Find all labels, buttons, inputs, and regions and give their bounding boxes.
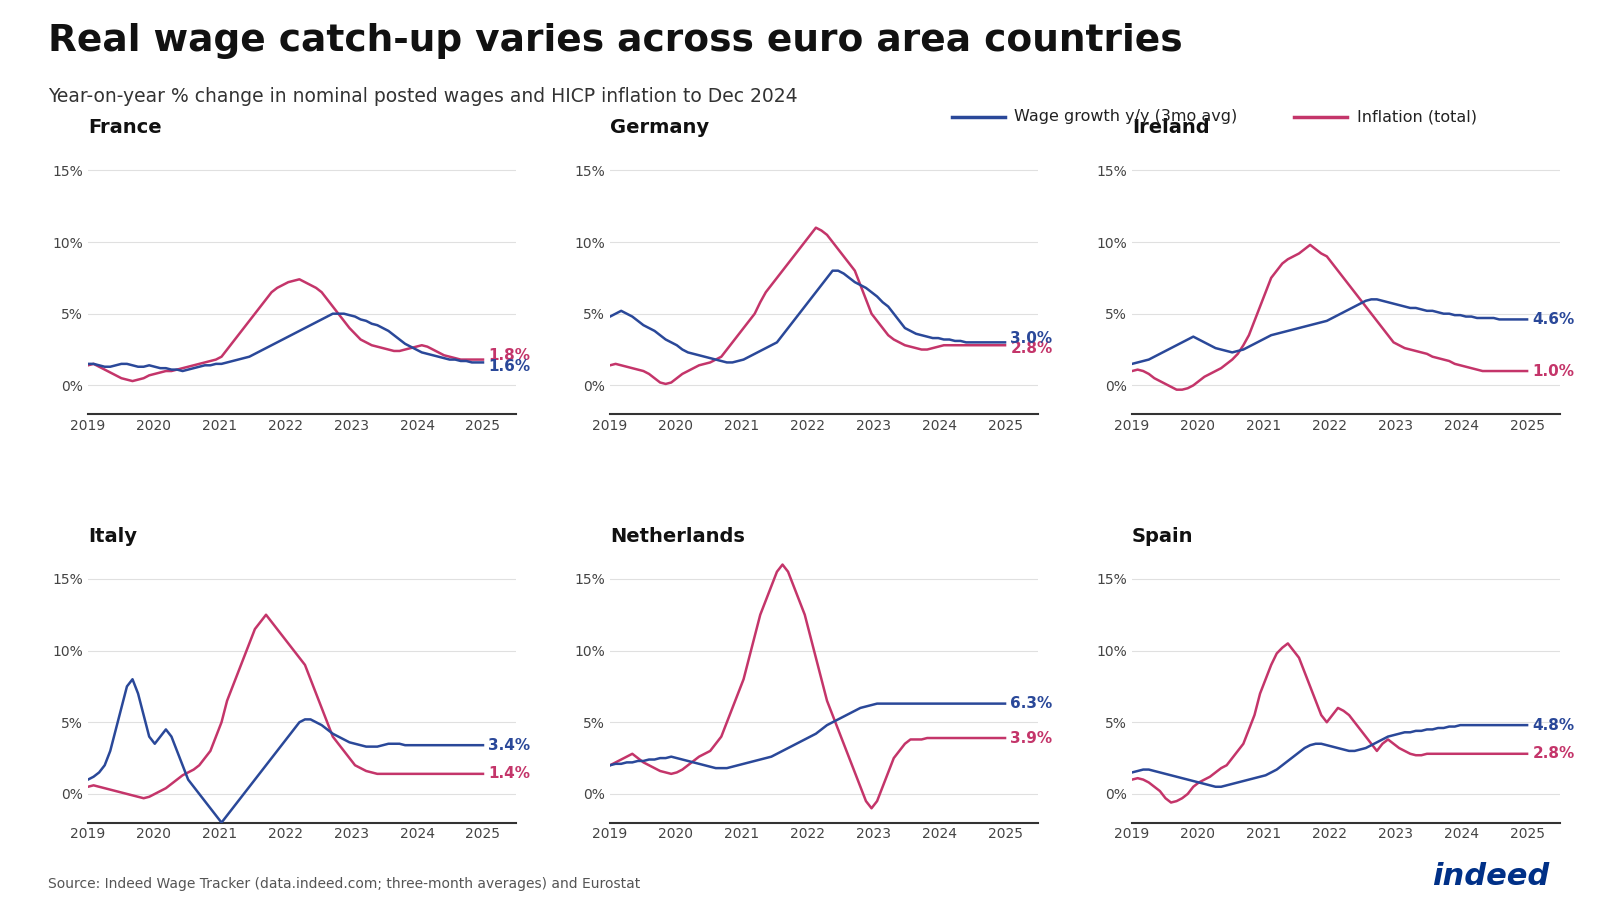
Text: Spain: Spain [1133, 526, 1194, 546]
Text: France: France [88, 118, 162, 137]
Text: 2.8%: 2.8% [1010, 341, 1053, 356]
Text: 4.6%: 4.6% [1533, 312, 1574, 327]
Text: Germany: Germany [610, 118, 709, 137]
Text: Year-on-year % change in nominal posted wages and HICP inflation to Dec 2024: Year-on-year % change in nominal posted … [48, 87, 798, 106]
Text: 1.6%: 1.6% [488, 358, 530, 374]
Text: 1.8%: 1.8% [488, 348, 530, 364]
Text: Real wage catch-up varies across euro area countries: Real wage catch-up varies across euro ar… [48, 23, 1182, 58]
Text: 3.9%: 3.9% [1010, 730, 1053, 746]
Text: 6.3%: 6.3% [1010, 696, 1053, 711]
Text: 3.4%: 3.4% [488, 738, 530, 753]
Text: Wage growth y/y (3mo avg): Wage growth y/y (3mo avg) [1014, 110, 1238, 124]
Text: Italy: Italy [88, 526, 138, 546]
Text: 4.8%: 4.8% [1533, 717, 1574, 733]
Text: 2.8%: 2.8% [1533, 747, 1574, 761]
Text: Inflation (total): Inflation (total) [1357, 110, 1477, 124]
Text: Netherlands: Netherlands [610, 526, 746, 546]
Text: 1.0%: 1.0% [1533, 364, 1574, 378]
Text: Source: Indeed Wage Tracker (data.indeed.com; three-month averages) and Eurostat: Source: Indeed Wage Tracker (data.indeed… [48, 877, 640, 891]
Text: Ireland: Ireland [1133, 118, 1210, 137]
Text: 1.4%: 1.4% [488, 766, 530, 781]
Text: indeed: indeed [1432, 862, 1549, 891]
Text: 3.0%: 3.0% [1010, 331, 1053, 346]
